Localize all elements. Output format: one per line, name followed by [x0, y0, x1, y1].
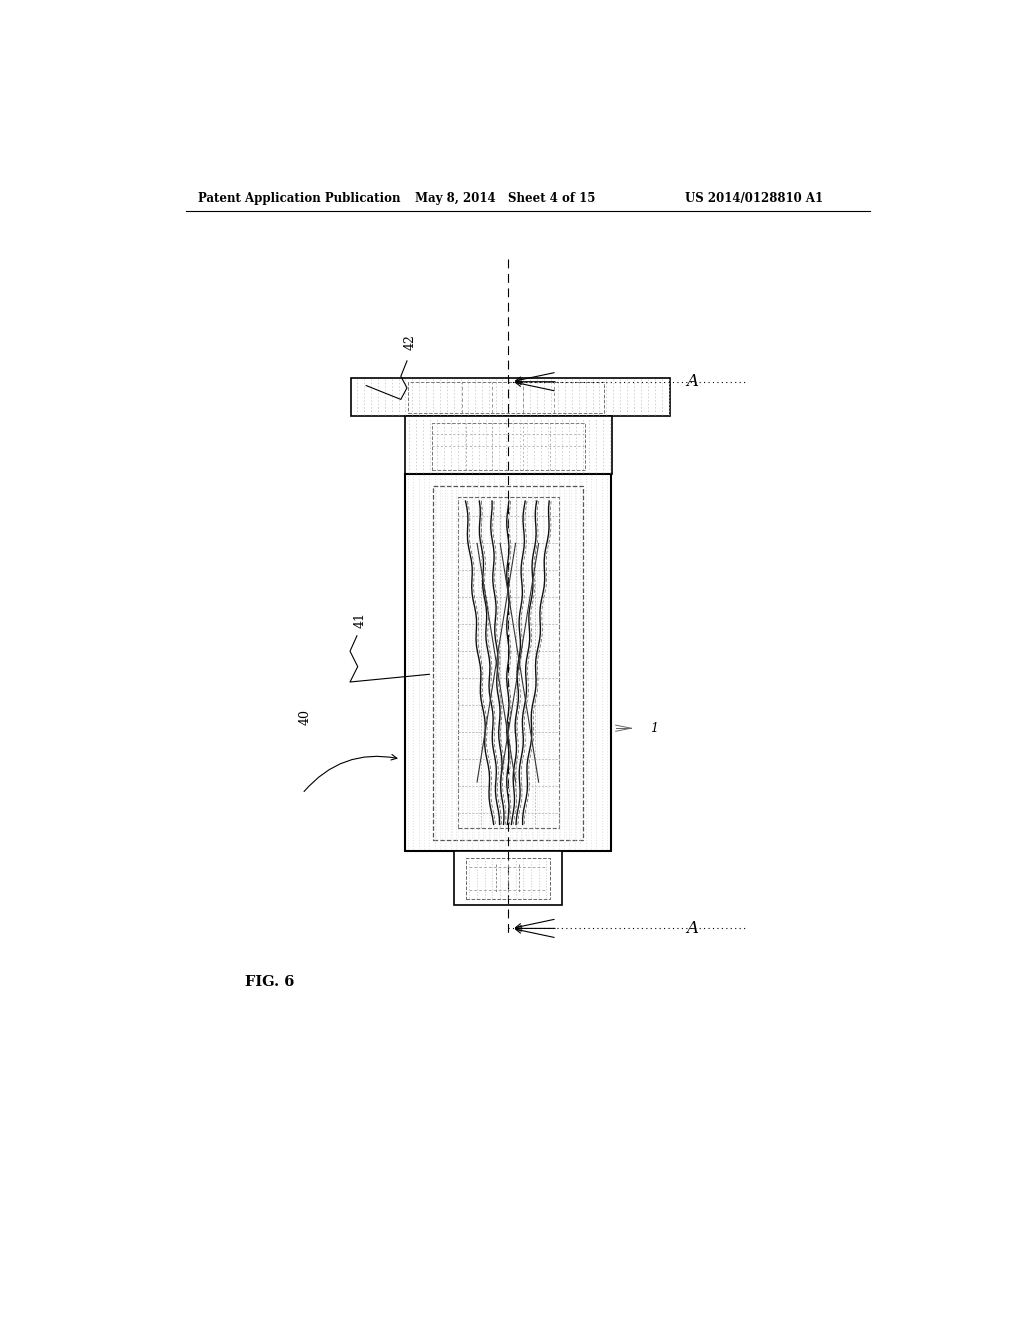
Text: US 2014/0128810 A1: US 2014/0128810 A1 [685, 191, 823, 205]
Text: A: A [687, 374, 698, 391]
Bar [433, 486, 584, 840]
Bar [466, 858, 550, 899]
Bar [351, 378, 670, 416]
Text: 1: 1 [650, 722, 658, 735]
Bar [458, 498, 559, 829]
Text: Patent Application Publication: Patent Application Publication [199, 191, 400, 205]
Bar [454, 851, 562, 906]
Bar [404, 474, 611, 851]
Text: May 8, 2014   Sheet 4 of 15: May 8, 2014 Sheet 4 of 15 [416, 191, 596, 205]
Bar [432, 422, 585, 470]
Text: FIG. 6: FIG. 6 [245, 975, 294, 989]
Text: 41: 41 [354, 612, 367, 628]
Text: 42: 42 [403, 334, 417, 350]
Bar [408, 381, 604, 412]
Text: A: A [687, 920, 698, 937]
Text: 40: 40 [298, 709, 311, 725]
Bar [404, 416, 611, 474]
